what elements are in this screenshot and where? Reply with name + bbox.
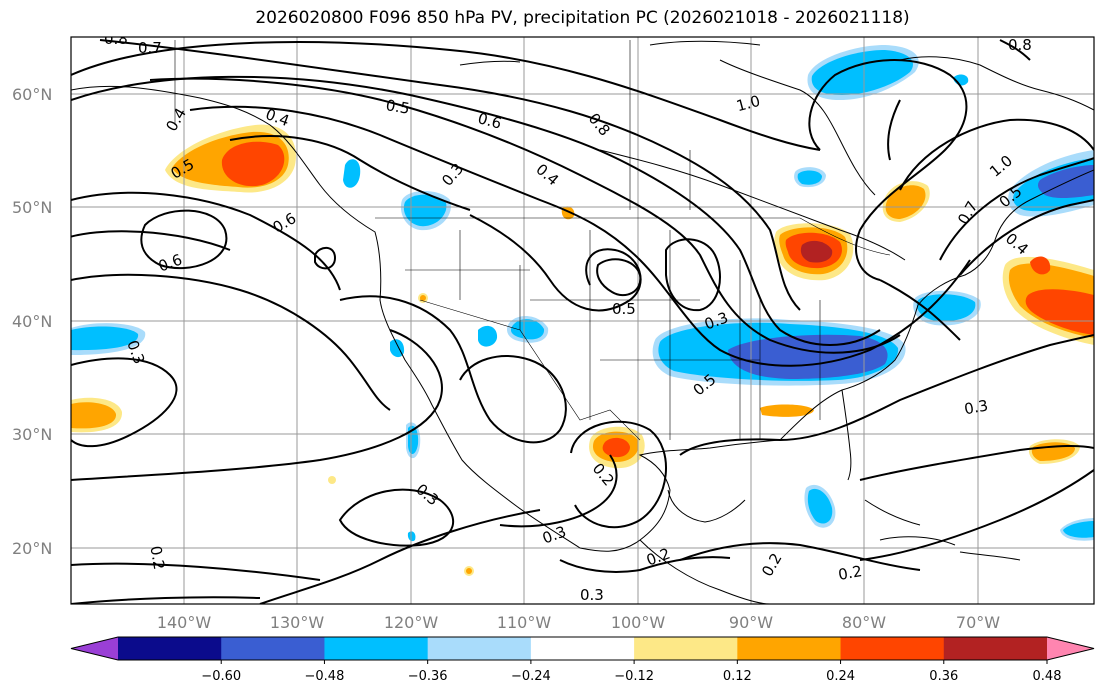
lon-label: 120°W bbox=[384, 613, 439, 632]
colorbar-tick-label: −0.12 bbox=[614, 669, 654, 684]
pv-contours bbox=[71, 39, 1094, 604]
lon-label: 140°W bbox=[157, 613, 212, 632]
longitude-labels: 140°W 130°W 120°W 110°W 100°W 90°W 80°W … bbox=[157, 613, 1000, 632]
lat-label: 50°N bbox=[12, 198, 52, 217]
contour-label: 0.8 bbox=[104, 30, 128, 48]
contour-label: 0.8 bbox=[1008, 36, 1032, 54]
contour-label: 1.0 bbox=[734, 92, 762, 116]
colorbar-tick-label: 0.48 bbox=[1033, 669, 1062, 684]
colorbar-segment bbox=[118, 637, 222, 660]
lat-label: 30°N bbox=[12, 425, 52, 444]
lat-label: 40°N bbox=[12, 312, 52, 331]
colorbar: −0.60 −0.48 −0.36 −0.24 −0.12 0.12 0.24 0.36 0.4… bbox=[70, 636, 1095, 684]
precip-shading bbox=[71, 45, 1094, 576]
colorbar-tick-label: 0.24 bbox=[826, 669, 855, 684]
coastlines bbox=[71, 40, 1094, 604]
contour-label: 0.5 bbox=[384, 96, 411, 118]
contour-label: 0.2 bbox=[837, 562, 864, 584]
map-gridlines bbox=[71, 37, 1094, 604]
latitude-labels: 60°N 50°N 40°N 30°N 20°N bbox=[12, 85, 52, 558]
contour-label: 0.6 bbox=[476, 109, 504, 133]
map-frame bbox=[70, 36, 1095, 605]
colorbar-outline bbox=[70, 636, 1095, 661]
colorbar-segment bbox=[221, 637, 325, 660]
lon-label: 70°W bbox=[956, 613, 1000, 632]
colorbar-tick-label: 0.36 bbox=[929, 669, 958, 684]
colorbar-segment bbox=[840, 637, 945, 660]
colorbar-tick-label: −0.24 bbox=[511, 669, 551, 684]
lon-label: 130°W bbox=[270, 613, 325, 632]
colorbar-extend-high bbox=[1047, 637, 1094, 660]
contour-label: 0.3 bbox=[963, 396, 990, 418]
colorbar-segment bbox=[324, 637, 429, 660]
lon-label: 90°W bbox=[729, 613, 773, 632]
colorbar-segment bbox=[634, 637, 738, 660]
colorbar-extend-low bbox=[71, 637, 118, 660]
contour-label: 0.2 bbox=[146, 544, 168, 571]
lat-label: 20°N bbox=[12, 539, 52, 558]
colorbar-tick-label: 0.12 bbox=[723, 669, 752, 684]
contour-label: 0.5 bbox=[612, 300, 636, 318]
lon-label: 100°W bbox=[611, 613, 666, 632]
colorbar-segment bbox=[737, 637, 842, 660]
contour-label: 0.7 bbox=[138, 39, 162, 57]
map-title: 2026020800 F096 850 hPa PV, precipitatio… bbox=[255, 8, 910, 28]
lon-label: 80°W bbox=[842, 613, 886, 632]
colorbar-tick-label: −0.36 bbox=[408, 669, 448, 684]
colorbar-segment bbox=[943, 637, 1048, 660]
contour-label: 0.3 bbox=[580, 586, 604, 604]
colorbar-segment bbox=[530, 637, 635, 660]
political-borders bbox=[174, 40, 891, 441]
lon-label: 110°W bbox=[497, 613, 552, 632]
colorbar-tick-label: −0.48 bbox=[305, 669, 345, 684]
map-plot-area: 0.8 0.7 0.4 0.4 0.5 0.6 0.5 0.6 0.6 0.3 … bbox=[71, 30, 1094, 604]
colorbar-tick-label: −0.60 bbox=[201, 669, 241, 684]
lat-label: 60°N bbox=[12, 85, 52, 104]
colorbar-segment bbox=[427, 637, 532, 660]
